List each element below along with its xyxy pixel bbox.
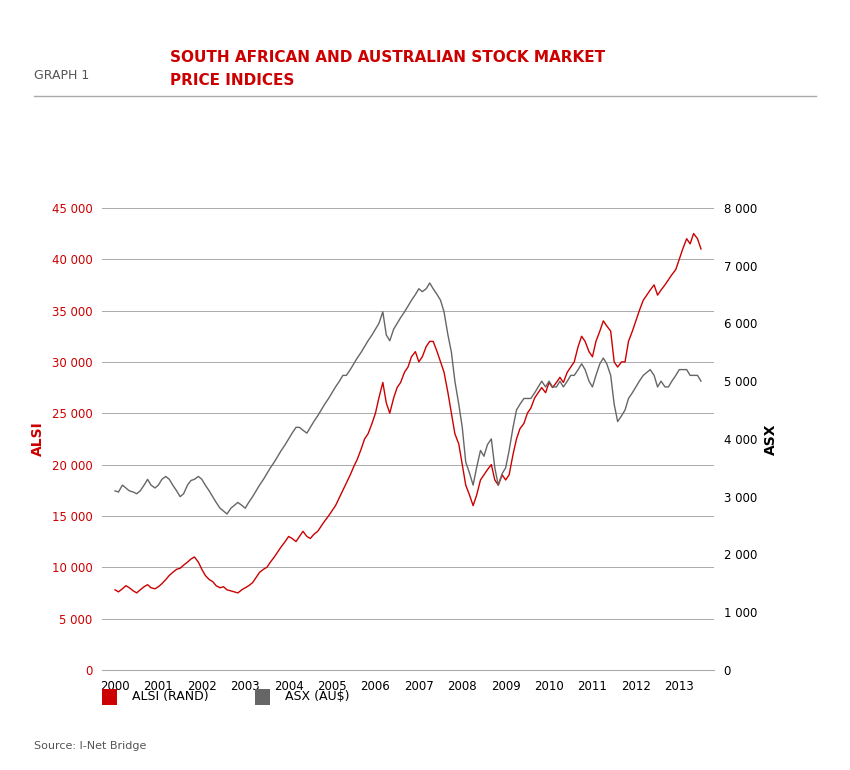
Y-axis label: ALSI: ALSI <box>31 421 44 457</box>
Text: PRICE INDICES: PRICE INDICES <box>170 73 294 88</box>
Text: SOUTH AFRICAN AND AUSTRALIAN STOCK MARKET: SOUTH AFRICAN AND AUSTRALIAN STOCK MARKE… <box>170 50 605 65</box>
Y-axis label: ASX: ASX <box>764 424 778 454</box>
Text: ASX (AU$): ASX (AU$) <box>285 691 349 703</box>
Text: GRAPH 1: GRAPH 1 <box>34 69 89 82</box>
Text: ALSI (RAND): ALSI (RAND) <box>132 691 208 703</box>
Text: Source: I-Net Bridge: Source: I-Net Bridge <box>34 741 146 751</box>
